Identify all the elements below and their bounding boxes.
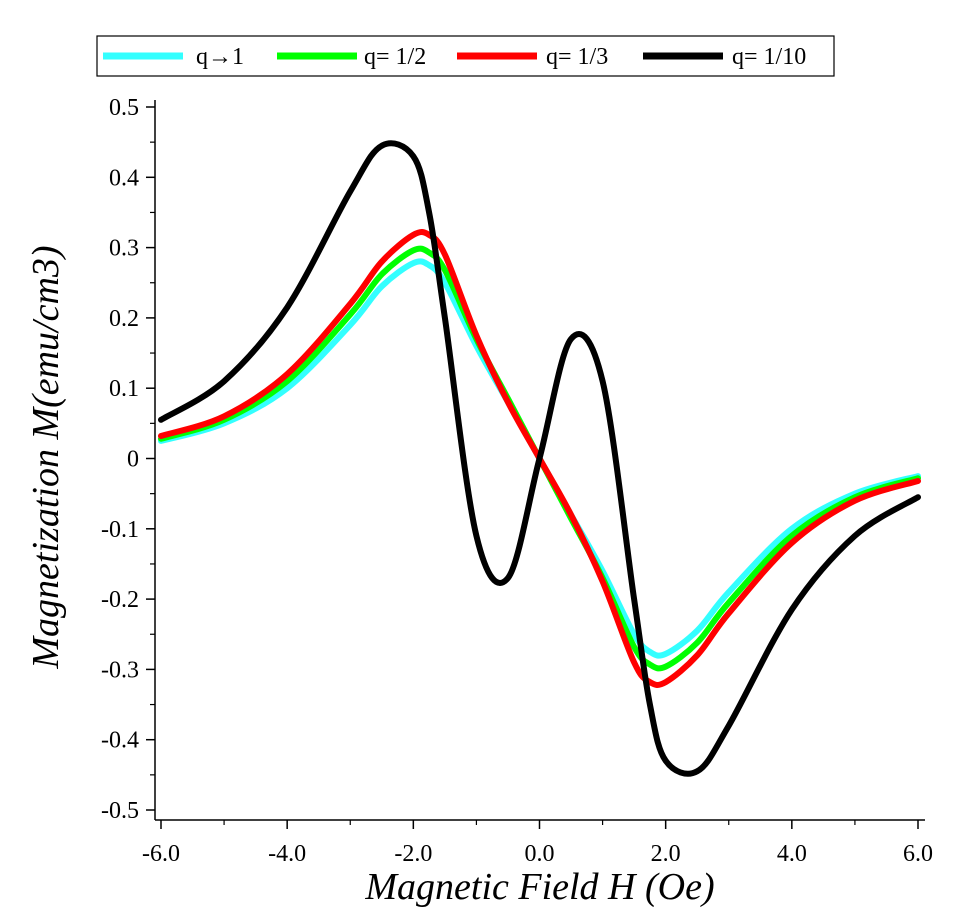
y-tick-label: 0.4: [109, 165, 139, 191]
y-tick-label: -0.1: [101, 517, 139, 543]
x-tick-label: 4.0: [777, 841, 807, 867]
series-line-4: [158, 140, 921, 777]
y-tick-label: -0.4: [101, 728, 139, 754]
y-tick-label: -0.2: [101, 587, 139, 613]
y-tick-label: 0.3: [109, 236, 139, 262]
y-tick-label: 0: [127, 447, 139, 473]
x-axis-title: Magnetic Field H (Oe): [364, 866, 714, 908]
y-tick-label: 0.2: [109, 306, 139, 332]
x-tick-label: -2.0: [394, 841, 432, 867]
x-tick-label: -6.0: [142, 841, 180, 867]
legend-label: q= 1/3: [546, 44, 608, 70]
legend-label: q→1: [196, 44, 244, 70]
legend: q→1 q= 1/2 q= 1/3 q= 1/10: [96, 35, 835, 77]
y-tick-label: -0.5: [101, 798, 139, 824]
axes: 0.5 0.4 0.3 0.2 0.1 0 -0.1 -0.2 -0.3 -0.4 -0.5 -6.…: [101, 95, 933, 867]
x-tick-label: 2.0: [651, 841, 681, 867]
legend-label: q= 1/2: [364, 44, 426, 70]
legend-label: q= 1/10: [732, 44, 806, 70]
x-tick-label: -4.0: [268, 841, 306, 867]
y-axis-title: Magnetization M(emu/cm3): [25, 245, 67, 669]
x-tick-label: 0.0: [525, 841, 555, 867]
y-tick-label: 0.1: [109, 376, 139, 402]
series-layer: [158, 140, 921, 777]
y-tick-label: 0.5: [109, 95, 139, 121]
x-tick-label: 6.0: [903, 841, 933, 867]
y-tick-label: -0.3: [101, 657, 139, 683]
